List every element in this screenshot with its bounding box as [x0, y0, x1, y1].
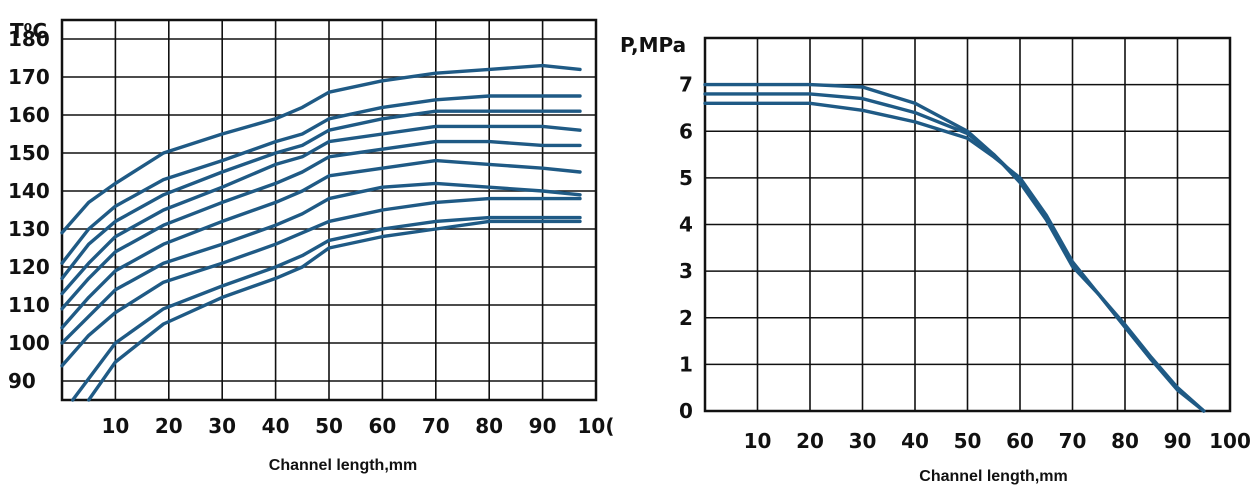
- series-line-5: [60, 139, 582, 311]
- x-tick-label: 20: [796, 429, 824, 453]
- plot-frame: [60, 18, 598, 402]
- x-tick-label: 80: [475, 414, 503, 438]
- y-tick-label: 2: [679, 306, 693, 330]
- y-tick-label: 0: [679, 399, 693, 423]
- x-axis-label: Channel length,mm: [269, 457, 417, 474]
- y-tick-label: 160: [8, 103, 50, 127]
- x-tick-label: 10: [744, 429, 772, 453]
- y-tick-label: 110: [8, 293, 50, 317]
- y-tick-label: 4: [679, 213, 693, 237]
- temperature-chart: 10 20 30 40 50 60 70 80 90 10( 90 100 110 120 130 140 15…: [8, 18, 615, 474]
- x-tick-label: 60: [368, 414, 396, 438]
- x-tick-label: 90: [1164, 429, 1192, 453]
- x-tick-label: 20: [155, 414, 183, 438]
- x-axis-label: Channel length,mm: [919, 468, 1067, 485]
- series-line-10: [71, 215, 582, 402]
- series-line-6: [60, 158, 582, 330]
- x-tick-label: 50: [954, 429, 982, 453]
- x-tick-label: 90: [529, 414, 557, 438]
- x-tick-label: 30: [208, 414, 236, 438]
- y-tick-label: 1: [679, 352, 693, 376]
- series-line-3: [60, 109, 582, 281]
- series-line-2: [703, 92, 1206, 413]
- x-tick-label: 10(: [578, 414, 615, 438]
- y-tick-label: 140: [8, 179, 50, 203]
- pressure-chart: 10 20 30 40 50 60 70 80 90 100 0 1 2 3 4 5 6 7 P,MPa Channe…: [620, 33, 1251, 485]
- y-axis-label: T⁰C: [10, 19, 47, 43]
- series-line-8: [60, 196, 582, 368]
- y-tick-label: 150: [8, 141, 50, 165]
- y-tick-label: 6: [679, 119, 693, 143]
- y-tick-label: 120: [8, 255, 50, 279]
- series-line-9: [87, 219, 582, 402]
- series-line-4: [60, 124, 582, 296]
- series-line-3: [703, 101, 1206, 413]
- x-tick-label: 40: [901, 429, 929, 453]
- x-tick-label: 80: [1111, 429, 1139, 453]
- plot-frame: [703, 36, 1232, 413]
- y-tick-label: 100: [8, 331, 50, 355]
- x-tick-label: 70: [422, 414, 450, 438]
- y-tick-label: 3: [679, 259, 693, 283]
- series-line-1: [60, 63, 582, 235]
- y-tick-label: 130: [8, 217, 50, 241]
- x-tick-label: 30: [849, 429, 877, 453]
- y-tick-label: 7: [679, 73, 693, 97]
- series-line-7: [60, 181, 582, 345]
- y-tick-label: 90: [8, 369, 36, 393]
- x-tick-label: 40: [262, 414, 290, 438]
- y-axis-label: P,MPa: [620, 33, 686, 57]
- x-tick-label: 10: [101, 414, 129, 438]
- x-tick-label: 100: [1209, 429, 1251, 453]
- y-tick-label: 5: [679, 166, 693, 190]
- x-tick-label: 70: [1059, 429, 1087, 453]
- series-line-2: [60, 94, 582, 265]
- y-tick-label: 180: [8, 27, 50, 51]
- y-tick-label: 170: [8, 65, 50, 89]
- x-tick-label: 50: [315, 414, 343, 438]
- x-tick-label: 60: [1006, 429, 1034, 453]
